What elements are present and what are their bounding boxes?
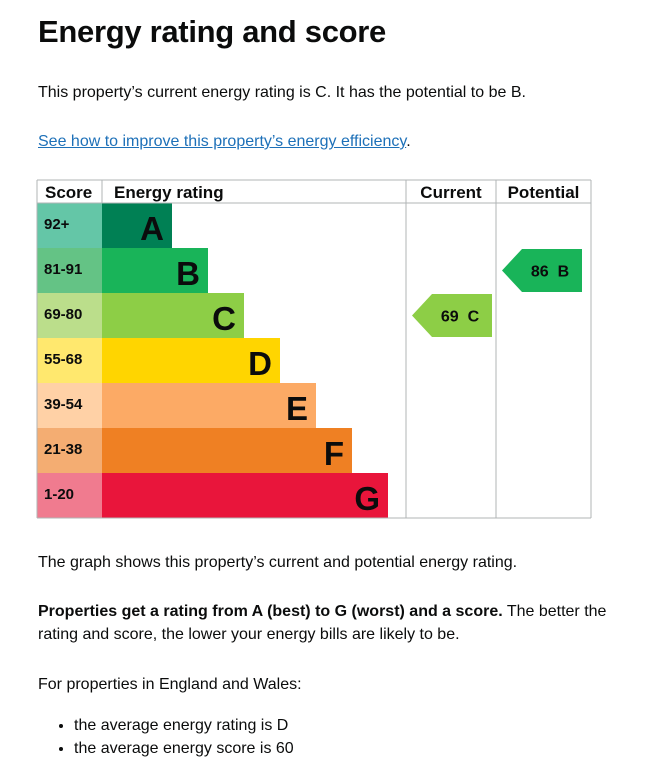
score-cell-c: [37, 293, 102, 338]
score-range-f: 21-38: [44, 441, 82, 458]
header-score: Score: [45, 183, 92, 202]
rating-letter-f: F: [324, 435, 344, 472]
rating-letter-e: E: [286, 390, 308, 427]
score-range-e: 39-54: [44, 396, 83, 413]
score-range-a: 92+: [44, 216, 70, 233]
score-range-c: 69-80: [44, 306, 82, 323]
score-range-b: 81-91: [44, 261, 82, 278]
intro-text: This property’s current energy rating is…: [38, 84, 526, 101]
rating-explanation-rest: The better the rating and score, the low…: [38, 603, 607, 643]
score-cell-g: [37, 473, 102, 518]
rating-bar-f: [102, 428, 352, 473]
page-title: Energy rating and score: [38, 14, 386, 49]
score-cell-f: [37, 428, 102, 473]
score-cell-b: [37, 248, 102, 293]
current-rating-label: 69 C: [441, 309, 480, 326]
score-cell-e: [37, 383, 102, 428]
rating-letter-a: A: [140, 210, 164, 247]
rating-letter-g: G: [354, 480, 380, 517]
averages-list: the average energy rating is D the avera…: [38, 714, 294, 760]
potential-rating-arrow: [502, 249, 582, 292]
rating-letter-b: B: [176, 255, 200, 292]
rating-explanation-bold: Properties get a rating from A (best) to…: [38, 603, 503, 620]
score-range-g: 1-20: [44, 486, 74, 503]
rating-explanation: Properties get a rating from A (best) to…: [38, 600, 608, 646]
improve-efficiency-link[interactable]: See how to improve this property’s energ…: [38, 133, 407, 150]
graph-note: The graph shows this property’s current …: [38, 554, 518, 571]
score-range-d: 55-68: [44, 351, 82, 368]
header-energy-rating: Energy rating: [114, 183, 224, 202]
rating-letter-d: D: [248, 345, 272, 382]
score-cell-d: [37, 338, 102, 383]
score-cell-a: [37, 203, 102, 248]
link-suffix: .: [406, 133, 411, 150]
rating-letter-c: C: [212, 300, 236, 337]
list-item: the average energy rating is D: [74, 714, 294, 737]
improve-paragraph: See how to improve this property’s energ…: [38, 130, 411, 153]
rating-bar-c: [102, 293, 244, 338]
rating-bar-b: [102, 248, 208, 293]
header-current: Current: [420, 183, 482, 202]
rating-bar-d: [102, 338, 280, 383]
rating-bar-a: [102, 203, 172, 248]
header-potential: Potential: [508, 183, 580, 202]
region-text: For properties in England and Wales:: [38, 676, 302, 693]
rating-bar-e: [102, 383, 316, 428]
rating-bar-g: [102, 473, 388, 518]
current-rating-arrow: [412, 294, 492, 337]
potential-rating-label: 86 B: [531, 264, 569, 281]
list-item: the average energy score is 60: [74, 737, 294, 760]
